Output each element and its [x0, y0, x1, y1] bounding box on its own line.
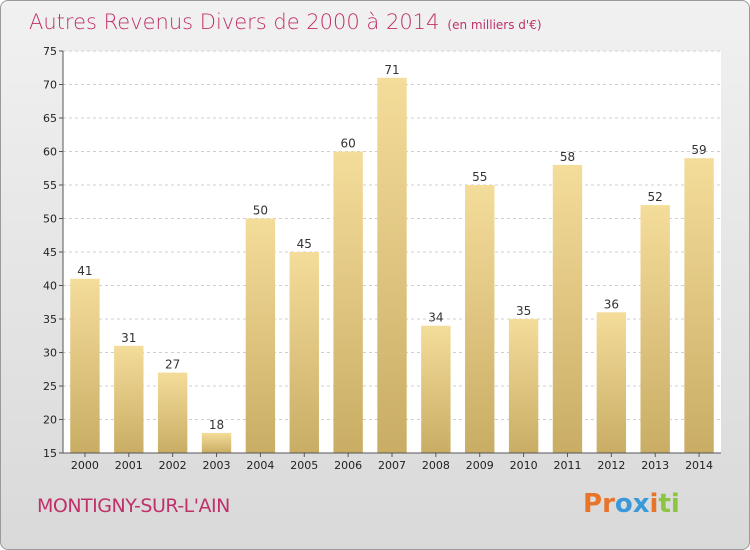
bars	[70, 77, 714, 454]
labels: 15 20 25 30 35 40 45 50 55 60 65 70 75 41 2000 31 2001 27…	[43, 45, 713, 472]
data-label: 35	[516, 304, 531, 318]
bar-2011	[552, 164, 583, 453]
logo-letter: i	[670, 489, 680, 519]
y-tick-label: 45	[43, 246, 57, 259]
y-tick-label: 30	[43, 347, 57, 360]
x-tick-label: 2002	[159, 459, 187, 472]
y-tick-label: 20	[43, 414, 57, 427]
bar-2001	[114, 345, 144, 453]
y-tick-label: 50	[43, 213, 57, 226]
proxiti-logo[interactable]: Proxiti	[583, 489, 680, 519]
data-label: 58	[560, 150, 575, 164]
y-tick-label: 75	[43, 45, 57, 58]
x-tick-label: 2012	[597, 459, 625, 472]
data-label: 60	[340, 137, 355, 151]
bar-2006	[333, 151, 363, 453]
x-tick-label: 2009	[466, 459, 494, 472]
y-tick-label: 70	[43, 79, 57, 92]
data-label: 18	[209, 418, 224, 432]
x-tick-label: 2013	[641, 459, 669, 472]
logo-letter: o	[614, 489, 633, 519]
logo-letter: t	[658, 489, 671, 519]
x-tick-label: 2001	[115, 459, 143, 472]
town-name: MONTIGNY-SUR-L'AIN	[37, 495, 230, 517]
y-tick-label: 25	[43, 380, 57, 393]
bar-2002	[157, 372, 188, 453]
y-tick-label: 40	[43, 280, 57, 293]
bar-2005	[289, 252, 319, 453]
x-tick-label: 2006	[334, 459, 362, 472]
logo-letter: i	[649, 489, 659, 519]
x-tick-label: 2003	[203, 459, 231, 472]
bar-2007	[377, 77, 407, 454]
data-label: 36	[604, 297, 619, 311]
logo-letter: r	[602, 489, 615, 519]
x-tick-label: 2011	[553, 459, 581, 472]
chart-subtitle: (en milliers d'€)	[447, 18, 542, 32]
y-tick-label: 35	[43, 313, 57, 326]
y-tick-label: 60	[43, 146, 57, 159]
x-tick-label: 2014	[685, 459, 713, 472]
x-tick-label: 2000	[71, 459, 99, 472]
bar-2003	[201, 432, 232, 453]
bar-2004	[245, 218, 276, 453]
bar-2012	[596, 312, 627, 453]
bar-2008	[421, 325, 451, 453]
data-label: 45	[297, 237, 312, 251]
y-tick-label: 15	[43, 447, 57, 460]
bar-2014	[684, 158, 714, 453]
bar-2009	[465, 185, 495, 453]
data-label: 34	[428, 311, 443, 325]
data-label: 55	[472, 170, 487, 184]
x-tick-label: 2010	[510, 459, 538, 472]
data-label: 27	[165, 358, 180, 372]
bar-2013	[640, 205, 670, 453]
data-label: 52	[648, 190, 663, 204]
bar-2010	[508, 319, 539, 453]
logo-letter: x	[632, 489, 650, 519]
title-row: Autres Revenus Divers de 2000 à 2014 (en …	[29, 10, 542, 34]
chart-title: Autres Revenus Divers de 2000 à 2014	[29, 10, 440, 34]
x-tick-label: 2004	[246, 459, 274, 472]
logo-letter: P	[583, 489, 603, 519]
data-label: 41	[77, 264, 92, 278]
x-tick-label: 2005	[290, 459, 318, 472]
axes	[59, 50, 721, 457]
bar-2000	[70, 278, 100, 453]
x-tick-label: 2007	[378, 459, 406, 472]
data-label: 50	[253, 204, 268, 218]
y-tick-label: 55	[43, 179, 57, 192]
data-label: 59	[691, 143, 706, 157]
y-tick-label: 65	[43, 112, 57, 125]
x-tick-label: 2008	[422, 459, 450, 472]
data-label: 31	[121, 331, 136, 345]
data-label: 71	[384, 63, 399, 77]
